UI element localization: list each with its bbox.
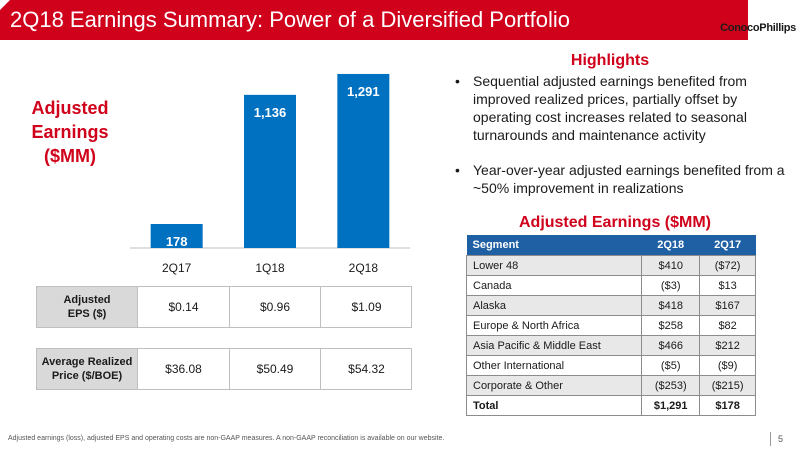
value-2q17: $82 [699, 315, 756, 336]
price-value-2q18: $54.32 [320, 349, 412, 389]
table-row: Lower 48 $410 ($72) [465, 255, 756, 276]
logo-text: ConocoPhillips [720, 22, 796, 34]
eps-value-2q17: $0.14 [137, 287, 229, 327]
price-value-1q18: $50.49 [229, 349, 320, 389]
column-header-segment: Segment [466, 235, 642, 256]
page-number: 5 [778, 434, 784, 444]
table-row: Alaska $418 $167 [465, 295, 756, 316]
table-row: Corporate & Other ($253) ($215) [465, 375, 756, 396]
chart-label-line-1: Adjusted [31, 98, 109, 118]
column-header-2q17: 2Q17 [699, 235, 756, 256]
value-2q18: $466 [641, 335, 701, 356]
highlights-list: • Sequential adjusted earnings benefited… [455, 72, 795, 197]
value-2q18: ($253) [641, 375, 701, 396]
eps-label: Adjusted EPS ($) [37, 287, 137, 327]
value-2q17: $178 [699, 395, 756, 416]
segment-name: Lower 48 [465, 255, 643, 276]
eps-row: Adjusted EPS ($) $0.14 $0.96 $1.09 [36, 286, 412, 328]
segment-name: Asia Pacific & Middle East [465, 335, 643, 356]
corner-accent [0, 0, 10, 10]
realized-price-row: Average Realized Price ($/BOE) $36.08 $50… [36, 348, 412, 390]
segment-name: Alaska [465, 295, 643, 316]
segment-name: Total [465, 395, 643, 416]
bullet-icon: • [455, 73, 460, 89]
bar-2q17 [150, 224, 203, 248]
table-row: Other International ($5) ($9) [465, 355, 756, 376]
highlight-text: Year-over-year adjusted earnings benefit… [473, 162, 785, 196]
bar-data-label: 1,136 [254, 105, 287, 120]
bar-data-label: 178 [166, 234, 188, 249]
value-2q17: ($9) [699, 355, 756, 376]
highlights-title: Highlights [570, 52, 650, 69]
value-2q17: $13 [699, 275, 756, 296]
price-value-2q17: $36.08 [137, 349, 229, 389]
bullet-icon: • [455, 162, 460, 178]
segment-name: Other International [465, 355, 643, 376]
value-2q17: $212 [699, 335, 756, 356]
realized-price-label: Average Realized Price ($/BOE) [37, 349, 137, 389]
slide-title: 2Q18 Earnings Summary: Power of a Divers… [10, 7, 571, 32]
segment-name: Corporate & Other [465, 375, 643, 396]
table-row: Canada ($3) $13 [465, 275, 756, 296]
column-header-2q18: 2Q18 [641, 235, 700, 256]
table-header-row: Segment 2Q18 2Q17 [466, 235, 756, 256]
category-tick-label: 1Q18 [255, 261, 285, 275]
value-2q18: ($5) [641, 355, 701, 376]
eps-value-2q18: $1.09 [320, 287, 412, 327]
value-2q17: ($215) [699, 375, 756, 396]
value-2q18: ($3) [641, 275, 701, 296]
segment-name: Europe & North Africa [465, 315, 643, 336]
bar-data-label: 1,291 [347, 84, 380, 99]
logo-mark-icon [730, 12, 738, 20]
table-row: Europe & North Africa $258 $82 [465, 315, 756, 336]
segment-earnings-table: Segment 2Q18 2Q17 Lower 48 $410 ($72) Ca… [465, 235, 756, 416]
table-row: Asia Pacific & Middle East $466 $212 [465, 335, 756, 356]
segment-table-title: Adjusted Earnings ($MM) [518, 214, 711, 231]
eps-value-1q18: $0.96 [229, 287, 320, 327]
highlight-item: • Year-over-year adjusted earnings benef… [455, 161, 795, 197]
table-total-row: Total $1,291 $178 [465, 395, 756, 416]
value-2q17: $167 [699, 295, 756, 316]
category-tick-label: 2Q18 [349, 261, 379, 275]
segment-name: Canada [465, 275, 643, 296]
bar-2q18 [337, 73, 390, 248]
chart-label: Adjusted Earnings ($MM) [20, 96, 120, 168]
highlight-item: • Sequential adjusted earnings benefited… [455, 72, 795, 144]
title-bar: 2Q18 Earnings Summary: Power of a Divers… [0, 0, 748, 40]
value-2q18: $418 [641, 295, 701, 316]
value-2q17: ($72) [699, 255, 756, 276]
chart-label-line-3: ($MM) [44, 146, 96, 166]
category-tick-label: 2Q17 [162, 261, 192, 275]
highlight-text: Sequential adjusted earnings benefited f… [473, 73, 747, 143]
value-2q18: $258 [641, 315, 701, 336]
value-2q18: $410 [641, 255, 701, 276]
bar-1q18 [244, 94, 296, 248]
footer-note: Adjusted earnings (loss), adjusted EPS a… [8, 435, 445, 442]
value-2q18: $1,291 [641, 395, 701, 416]
earnings-bar-chart: 178 2Q17 1,136 1Q18 1,291 2Q18 [130, 73, 410, 275]
slide-header: 2Q18 Earnings Summary: Power of a Divers… [0, 0, 800, 40]
chart-label-line-2: Earnings [31, 122, 109, 142]
company-logo: ConocoPhillips [698, 12, 798, 34]
footer-divider [770, 432, 771, 446]
